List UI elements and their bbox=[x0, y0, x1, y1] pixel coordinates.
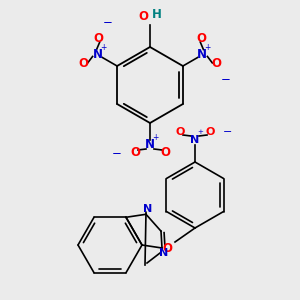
Text: O: O bbox=[94, 32, 103, 44]
Text: +: + bbox=[204, 43, 210, 52]
Text: O: O bbox=[205, 127, 215, 137]
Text: O: O bbox=[130, 146, 140, 160]
Text: H: H bbox=[152, 8, 162, 20]
Text: +: + bbox=[152, 133, 158, 142]
Text: O: O bbox=[175, 127, 185, 137]
Text: −: − bbox=[223, 127, 233, 137]
Text: O: O bbox=[79, 58, 88, 70]
Text: O: O bbox=[162, 242, 172, 254]
Text: O: O bbox=[160, 146, 170, 160]
Text: O: O bbox=[138, 11, 148, 23]
Text: N: N bbox=[197, 49, 207, 62]
Text: N: N bbox=[159, 248, 169, 258]
Text: N: N bbox=[145, 139, 155, 152]
Text: +: + bbox=[197, 129, 203, 135]
Text: N: N bbox=[190, 135, 200, 145]
Text: +: + bbox=[100, 43, 106, 52]
Text: −: − bbox=[103, 16, 112, 29]
Text: O: O bbox=[212, 58, 221, 70]
Text: −: − bbox=[112, 146, 122, 160]
Text: −: − bbox=[220, 73, 230, 86]
Text: N: N bbox=[143, 204, 153, 214]
Text: O: O bbox=[196, 32, 206, 44]
Text: N: N bbox=[93, 49, 103, 62]
